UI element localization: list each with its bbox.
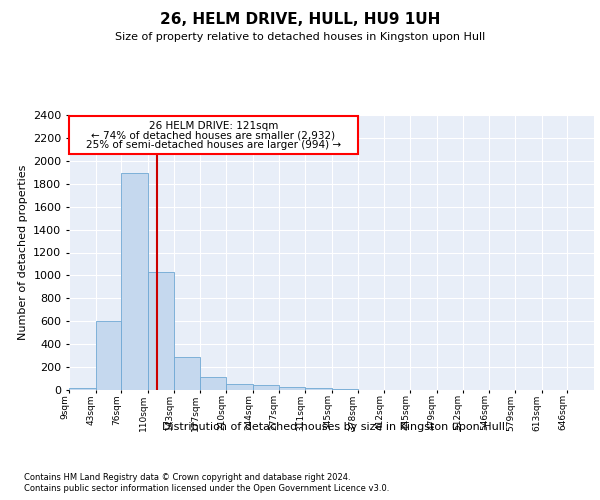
Text: Contains public sector information licensed under the Open Government Licence v3: Contains public sector information licen… [24, 484, 389, 493]
Text: Distribution of detached houses by size in Kingston upon Hull: Distribution of detached houses by size … [161, 422, 505, 432]
Text: 26, HELM DRIVE, HULL, HU9 1UH: 26, HELM DRIVE, HULL, HU9 1UH [160, 12, 440, 28]
Bar [253, 386, 278, 390]
Y-axis label: Number of detached properties: Number of detached properties [17, 165, 28, 340]
Bar [95, 322, 121, 390]
Text: Size of property relative to detached houses in Kingston upon Hull: Size of property relative to detached ho… [115, 32, 485, 42]
Bar [200, 377, 226, 390]
Bar [69, 116, 358, 154]
Bar [278, 386, 305, 390]
Bar [148, 272, 174, 390]
Text: ← 74% of detached houses are smaller (2,932): ← 74% of detached houses are smaller (2,… [91, 130, 335, 140]
Text: 25% of semi-detached houses are larger (994) →: 25% of semi-detached houses are larger (… [86, 140, 341, 149]
Bar [305, 388, 332, 390]
Bar [121, 174, 148, 390]
Bar [69, 388, 95, 390]
Bar [226, 384, 253, 390]
Text: Contains HM Land Registry data © Crown copyright and database right 2024.: Contains HM Land Registry data © Crown c… [24, 472, 350, 482]
Bar [174, 357, 200, 390]
Text: 26 HELM DRIVE: 121sqm: 26 HELM DRIVE: 121sqm [149, 120, 278, 130]
